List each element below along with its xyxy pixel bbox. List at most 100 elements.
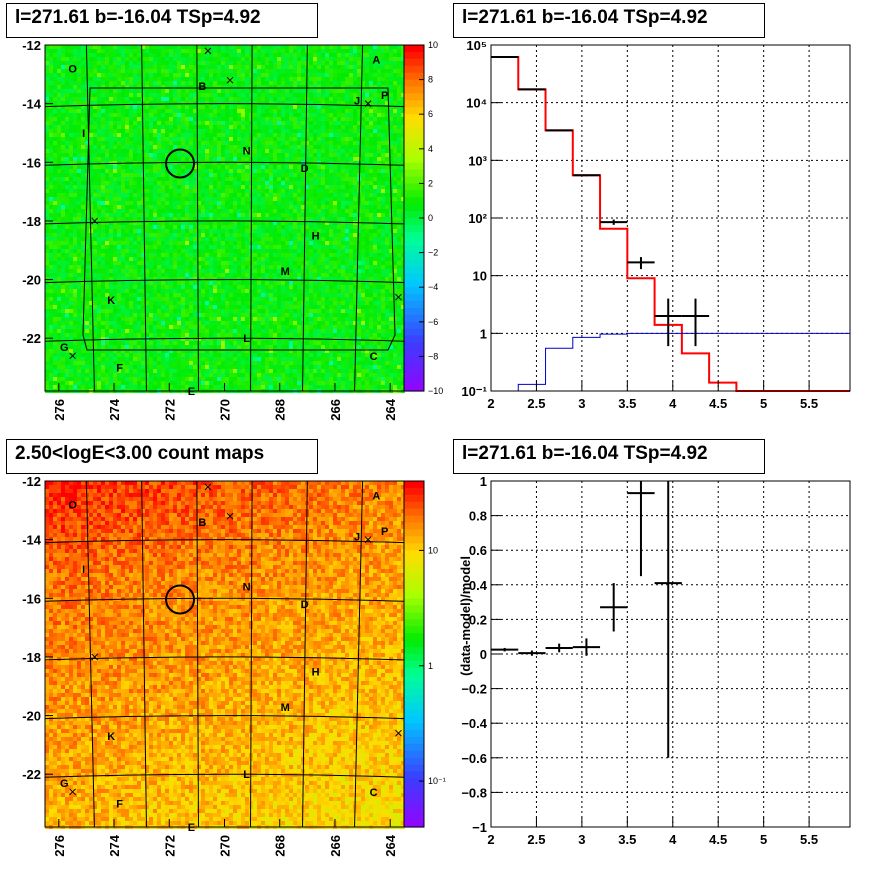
map-0-cross-marker — [204, 47, 212, 55]
map-0-source-label: P — [381, 90, 388, 102]
map-2-source-label: G — [60, 778, 69, 790]
map-0-y-tick-label: -20 — [22, 273, 41, 288]
map-2-source-label: D — [301, 599, 309, 611]
map-2-pixels — [45, 481, 405, 829]
spectrum-x-tick-label: 2 — [487, 396, 494, 411]
map-0-cross-marker — [226, 76, 234, 84]
map-2-source-label: J — [354, 532, 360, 544]
map-2-cross-marker — [91, 653, 99, 661]
map-2-cross-marker — [364, 536, 372, 543]
residual-x-tick-label: 4.5 — [709, 832, 727, 847]
residual-data-point — [600, 583, 628, 632]
spectrum-data-point — [600, 219, 628, 225]
map-0-source-label: M — [281, 266, 290, 278]
residual-y-tick-label: 0.8 — [469, 509, 487, 524]
residual-x-tick-label: 3 — [578, 832, 585, 847]
map-0-colorbar — [404, 45, 424, 392]
residual-y-axis-label: (data-model)/model — [458, 556, 473, 676]
map-0-y-tick-label: -16 — [22, 155, 41, 170]
map-0-source-label: N — [243, 146, 251, 158]
map-2-x-tick-label: 268 — [273, 835, 288, 857]
map-2-source-circle — [165, 584, 196, 615]
residual-y-tick-label: 1 — [480, 474, 487, 489]
map-0-source-label: I — [82, 128, 85, 140]
map-0-colorbar-label: −2 — [428, 248, 438, 258]
spectrum-y-tick-label: 10 — [473, 269, 487, 284]
spectrum-data-point — [654, 298, 682, 347]
map-0-colorbar-label: −6 — [428, 317, 438, 327]
residual-y-tick-label: 0.2 — [469, 612, 487, 627]
spectrum-x-tick-label: 5 — [760, 396, 767, 411]
map-0-colorbar-label: 10 — [428, 40, 438, 50]
map-0-x-tick-label: 268 — [273, 399, 288, 421]
map-2-source-label: O — [68, 499, 77, 511]
map-2-colorbar-label: 10 — [428, 545, 438, 555]
map-0-source-label: B — [198, 81, 206, 93]
map-0-cross-marker — [395, 293, 402, 301]
spectrum-y-tick-label: 10⁵ — [466, 38, 487, 53]
spectrum-y-tick-label: 10⁴ — [466, 96, 487, 111]
map-0-x-tick-label: 270 — [218, 399, 233, 421]
spectrum-x-tick-label: 4 — [669, 396, 677, 411]
map-0-cross-marker — [364, 100, 372, 107]
residual-y-tick-label: −1 — [472, 820, 487, 835]
map-0-x-tick-label: 264 — [383, 398, 398, 420]
residual-y-tick-label: 0.6 — [469, 543, 487, 558]
map-0-colorbar-label: −10 — [428, 386, 443, 396]
spectrum-x-tick-label: 2.5 — [527, 396, 545, 411]
spectrum-y-tick-label: 1 — [480, 326, 487, 341]
residual-x-tick-label: 5 — [760, 832, 767, 847]
spectrum-model-total-line — [491, 55, 850, 392]
spectrum-y-tick-label: 10³ — [468, 153, 487, 168]
map-2-x-tick-label: 272 — [162, 835, 177, 857]
map-2-y-tick-label: -18 — [22, 650, 41, 665]
map-2-x-tick-label: 266 — [328, 835, 343, 857]
spectrum-x-tick-label: 3 — [578, 396, 585, 411]
spectrum-data-point — [627, 257, 655, 270]
map-2-colorbar-label: 10⁻¹ — [428, 776, 446, 786]
map-2-source-label: M — [281, 702, 290, 714]
map-0-pixels — [45, 45, 405, 393]
map-2-source-label: C — [370, 787, 378, 799]
map-0-cross-marker — [91, 217, 99, 225]
residual-y-tick-label: −0.8 — [461, 785, 487, 800]
residual-data-point — [545, 643, 573, 653]
map-0-colorbar-label: −4 — [428, 282, 438, 292]
map-0-source-label: C — [370, 351, 378, 363]
map-0-colorbar-label: 4 — [428, 144, 433, 154]
residual-x-tick-label: 2.5 — [527, 832, 545, 847]
map-2-grid — [44, 480, 405, 828]
map-0-grid — [44, 44, 405, 392]
map-2-x-tick-label: 264 — [383, 834, 398, 856]
spectrum-x-tick-label: 5.5 — [800, 396, 818, 411]
panel-title-significance-map: l=271.61 b=-16.04 TSp=4.92 — [6, 3, 318, 38]
map-0-roi-outline — [82, 87, 396, 351]
panel-title-count-map: 2.50<logE<3.00 count maps — [6, 439, 318, 474]
map-2-source-label: I — [82, 564, 85, 576]
map-0-source-label: J — [354, 96, 360, 108]
map-2-y-tick-label: -12 — [22, 474, 41, 489]
map-2-cross-marker — [226, 512, 234, 520]
map-2-source-label: L — [243, 769, 250, 781]
spectrum-x-tick-label: 4.5 — [709, 396, 727, 411]
map-2-cross-marker — [395, 729, 402, 737]
residual-x-tick-label: 4 — [669, 832, 677, 847]
map-2-x-tick-label: 274 — [107, 834, 122, 856]
map-2-source-label: H — [312, 667, 320, 679]
map-0-y-tick-label: -18 — [22, 214, 41, 229]
map-2-cross-marker — [204, 483, 212, 491]
map-0-cross-marker — [69, 352, 76, 360]
map-2-y-tick-label: -14 — [22, 533, 42, 548]
map-2-source-label: N — [243, 582, 251, 594]
map-2-source-label: B — [198, 517, 206, 529]
residual-y-tick-label: 0.4 — [469, 578, 488, 593]
map-0-source-label: A — [372, 55, 380, 67]
map-0-source-label: F — [116, 363, 123, 375]
map-0-colorbar-label: 6 — [428, 109, 433, 119]
map-0-x-tick-label: 276 — [52, 399, 67, 421]
map-0-x-tick-label: 274 — [107, 398, 122, 420]
map-0-source-label: H — [312, 231, 320, 243]
spectrum-data-point — [572, 174, 601, 177]
map-0-x-tick-label: 266 — [328, 399, 343, 421]
